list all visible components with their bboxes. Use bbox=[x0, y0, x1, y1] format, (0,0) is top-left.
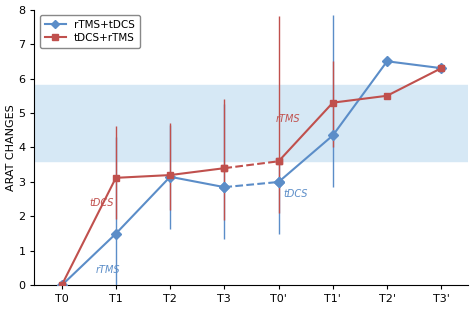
Bar bbox=[35, 86, 468, 161]
Text: tDCS: tDCS bbox=[283, 189, 308, 200]
Text: rTMS: rTMS bbox=[276, 114, 301, 124]
Text: tDCS: tDCS bbox=[90, 198, 114, 208]
Legend: rTMS+tDCS, tDCS+rTMS: rTMS+tDCS, tDCS+rTMS bbox=[40, 15, 140, 48]
Text: rTMS: rTMS bbox=[95, 265, 120, 275]
Y-axis label: ARAT CHANGES: ARAT CHANGES bbox=[6, 104, 16, 191]
